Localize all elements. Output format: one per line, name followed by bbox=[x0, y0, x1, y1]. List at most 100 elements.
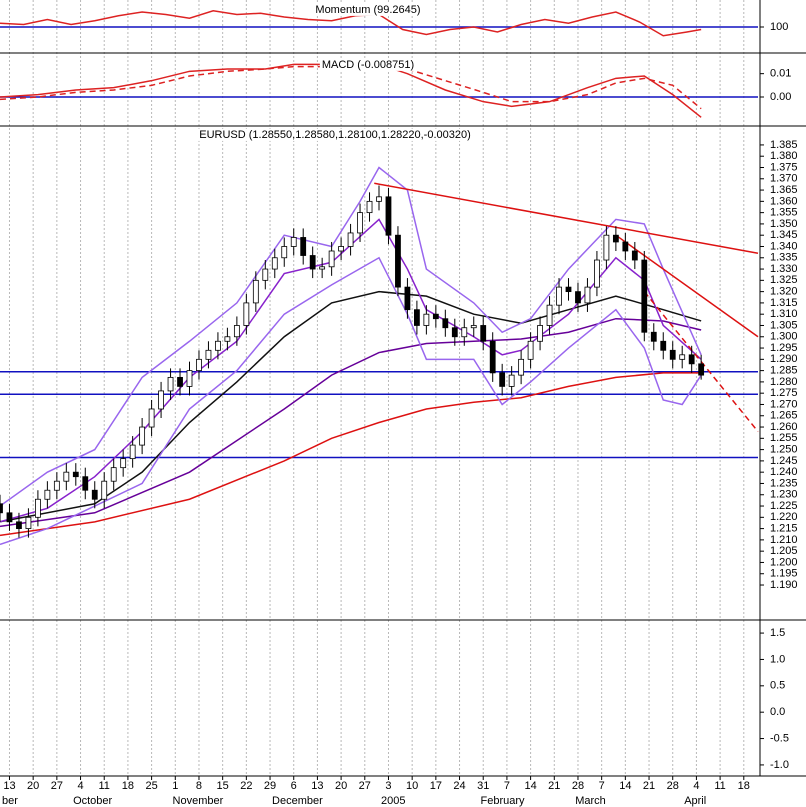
candle-body bbox=[215, 340, 221, 351]
month-label: October bbox=[73, 795, 112, 807]
y-tick-label: -0.5 bbox=[770, 732, 789, 744]
x-tick-label: 20 bbox=[27, 780, 39, 792]
candle-body bbox=[499, 372, 506, 387]
y-tick-label: 1.265 bbox=[770, 410, 798, 422]
candle-body bbox=[110, 467, 117, 482]
candle-body bbox=[6, 512, 13, 523]
y-tick-label: 1.295 bbox=[770, 342, 798, 354]
indicator-line bbox=[615, 234, 759, 338]
y-tick-label: 1.345 bbox=[770, 229, 798, 241]
y-tick-label: 100 bbox=[770, 21, 788, 33]
x-tick-label: 27 bbox=[359, 780, 371, 792]
candle-body bbox=[101, 480, 108, 500]
indicator-line bbox=[0, 166, 702, 507]
candle-body bbox=[669, 349, 676, 360]
y-tick-label: 1.375 bbox=[770, 161, 798, 173]
candle-body bbox=[53, 480, 60, 491]
panel-title: MACD (-0.008751) bbox=[322, 59, 414, 71]
x-tick-label: 15 bbox=[217, 780, 229, 792]
y-tick-label: 1.315 bbox=[770, 297, 798, 309]
x-tick-label: 17 bbox=[430, 780, 442, 792]
y-tick-label: 1.260 bbox=[770, 421, 798, 433]
y-tick-label: 1.340 bbox=[770, 240, 798, 252]
candle-body bbox=[25, 516, 32, 529]
x-tick-label: 20 bbox=[335, 780, 347, 792]
x-tick-label: 18 bbox=[738, 780, 750, 792]
x-tick-label: 11 bbox=[714, 780, 725, 792]
candle-body bbox=[451, 327, 458, 338]
month-label: March bbox=[575, 795, 606, 807]
indicator-line bbox=[374, 182, 759, 254]
candle-body bbox=[281, 246, 288, 259]
x-tick-label: 10 bbox=[406, 780, 418, 792]
candle-body bbox=[129, 444, 136, 460]
y-tick-label: 1.305 bbox=[770, 319, 798, 331]
y-tick-label: 1.200 bbox=[770, 556, 798, 568]
y-tick-label: 1.355 bbox=[770, 207, 798, 219]
y-tick-label: 1.275 bbox=[770, 387, 798, 399]
x-tick-label: 14 bbox=[619, 780, 631, 792]
candle-body bbox=[442, 318, 449, 329]
candle-body bbox=[480, 325, 487, 342]
candle-body bbox=[233, 325, 240, 338]
y-tick-label: 1.270 bbox=[770, 398, 798, 410]
candle-body bbox=[594, 259, 600, 288]
y-tick-label: 1.215 bbox=[770, 523, 798, 535]
y-tick-label: 1.230 bbox=[770, 489, 798, 501]
indicator-line bbox=[0, 372, 702, 537]
candle-body bbox=[518, 358, 525, 376]
candle-body bbox=[489, 340, 496, 374]
x-tick-label: 3 bbox=[385, 780, 391, 792]
candle-body bbox=[622, 241, 629, 252]
x-tick-label: 25 bbox=[145, 780, 157, 792]
candle-body bbox=[660, 340, 667, 351]
candle-body bbox=[120, 458, 127, 469]
candle-body bbox=[376, 196, 382, 202]
candle-body bbox=[205, 349, 212, 360]
candle-body bbox=[395, 234, 401, 288]
candle-body bbox=[385, 196, 392, 236]
x-tick-label: 18 bbox=[122, 780, 134, 792]
month-label: ber bbox=[2, 795, 18, 807]
candle-body bbox=[148, 408, 155, 428]
candle-body bbox=[290, 237, 297, 247]
candle-body bbox=[423, 313, 430, 326]
candle-body bbox=[556, 286, 562, 306]
candle-body bbox=[688, 354, 695, 365]
x-tick-label: 7 bbox=[599, 780, 605, 792]
candle-body bbox=[698, 363, 705, 376]
y-tick-label: 1.5 bbox=[770, 627, 785, 639]
x-tick-label: 7 bbox=[504, 780, 510, 792]
candle-body bbox=[508, 374, 515, 387]
x-tick-label: 14 bbox=[524, 780, 536, 792]
x-tick-label: 6 bbox=[291, 780, 297, 792]
indicator-line bbox=[0, 317, 702, 528]
y-tick-label: 1.300 bbox=[770, 331, 798, 343]
title-background bbox=[197, 128, 473, 141]
y-tick-label: 0.0 bbox=[770, 706, 785, 718]
month-label: February bbox=[480, 795, 525, 807]
y-tick-label: 1.310 bbox=[770, 308, 798, 320]
candle-body bbox=[461, 327, 468, 338]
x-tick-label: 29 bbox=[264, 780, 276, 792]
candle-body bbox=[319, 266, 326, 270]
candle-body bbox=[631, 250, 638, 261]
month-label: April bbox=[684, 795, 706, 807]
panel-title: EURUSD (1.28550,1.28580,1.28100,1.28220,… bbox=[199, 129, 471, 141]
candle-body bbox=[565, 286, 572, 293]
y-tick-label: 1.370 bbox=[770, 173, 798, 185]
candle-body bbox=[262, 268, 269, 281]
candle-body bbox=[91, 489, 98, 500]
candle-body bbox=[537, 325, 543, 342]
x-tick-label: 27 bbox=[51, 780, 63, 792]
candle-body bbox=[72, 471, 79, 478]
y-tick-label: 1.360 bbox=[770, 195, 798, 207]
y-tick-label: 1.330 bbox=[770, 263, 798, 275]
candle-body bbox=[158, 390, 164, 410]
y-tick-label: 1.240 bbox=[770, 466, 798, 478]
candle-body bbox=[309, 255, 316, 270]
candle-body bbox=[679, 354, 686, 360]
y-tick-label: 1.235 bbox=[770, 477, 798, 489]
candle-body bbox=[63, 471, 70, 482]
